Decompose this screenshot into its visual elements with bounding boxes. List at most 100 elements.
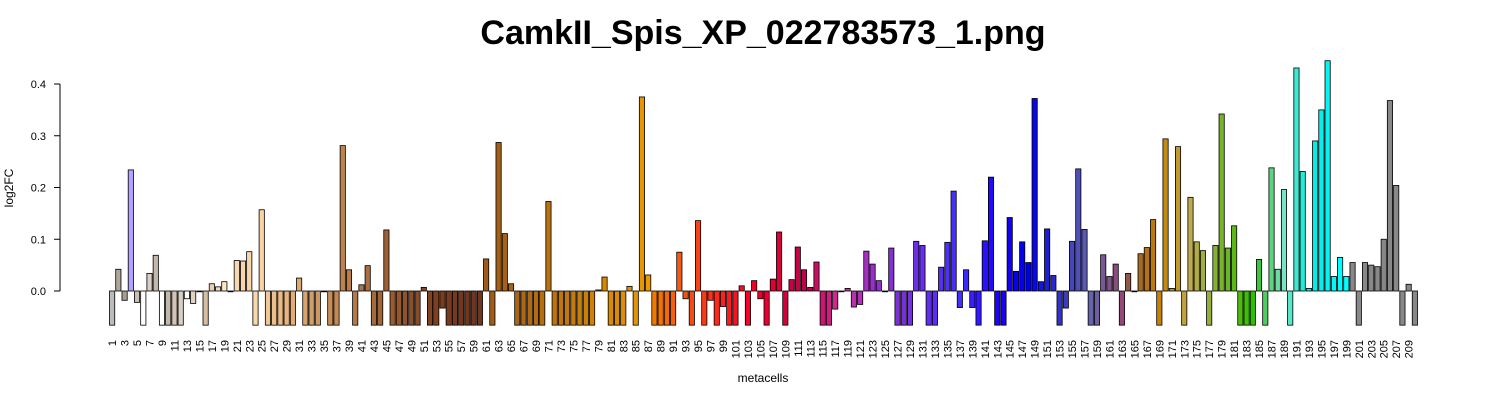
bar-metacell-73 (557, 290, 564, 326)
bar-metacell-53 (433, 290, 440, 326)
bar-metacell-109 (782, 290, 789, 326)
bar-metacell-149 (1031, 98, 1038, 292)
bar-metacell-146 (1012, 270, 1019, 292)
x-tick-label: 5 (132, 340, 144, 346)
bar-metacell-108 (776, 231, 783, 292)
x-tick-label: 23 (244, 340, 256, 352)
x-tick-label: 47 (394, 340, 406, 352)
x-tick-label: 3 (120, 340, 132, 346)
bar-metacell-83 (620, 290, 627, 326)
bar-metacell-122 (863, 250, 870, 292)
x-tick-label: 1 (107, 340, 119, 346)
bar-metacell-207 (1393, 185, 1400, 292)
bar-metacell-128 (900, 290, 907, 326)
bar-metacell-44 (377, 290, 384, 326)
x-tick-label: 109 (780, 340, 792, 358)
bar-metacell-84 (626, 285, 633, 292)
bar-metacell-147 (1019, 241, 1026, 292)
bar-metacell-29 (283, 290, 290, 326)
x-tick-label: 209 (1404, 340, 1416, 358)
bar-metacell-85 (632, 290, 639, 326)
bar-metacell-129 (906, 290, 914, 326)
x-tick-label: 77 (581, 340, 593, 352)
bar-metacell-33 (308, 290, 315, 326)
bar-metacell-159 (1093, 290, 1101, 326)
bar-metacell-36 (327, 290, 334, 326)
bar-metacell-190 (1287, 290, 1294, 326)
bar-metacell-197 (1330, 276, 1337, 292)
bar-metacell-186 (1262, 290, 1269, 326)
bar-metacell-118 (838, 290, 845, 293)
bar-metacell-184 (1249, 290, 1256, 326)
y-tick-label: 0.4 (31, 79, 46, 91)
bar-metacell-78 (589, 290, 596, 326)
bar-metacell-177 (1206, 290, 1213, 326)
bar-metacell-160 (1100, 254, 1107, 292)
bar-metacell-86 (638, 96, 645, 292)
x-tick-label: 89 (656, 340, 668, 352)
bar-metacell-125 (882, 290, 889, 293)
bar-metacell-18 (215, 286, 222, 292)
bar-metacell-180 (1224, 247, 1231, 292)
bar-metacell-93 (682, 290, 689, 300)
bar-metacell-104 (751, 280, 758, 292)
y-axis: 0.0 0.1 0.2 0.3 0.4 (31, 79, 61, 298)
bar-metacell-209 (1405, 283, 1412, 292)
x-tick-label: 185 (1254, 340, 1266, 358)
x-tick-label: 165 (1129, 340, 1141, 358)
bar-metacell-105 (757, 290, 764, 300)
bar-metacell-89 (657, 290, 664, 326)
x-tick-label: 167 (1142, 340, 1154, 358)
bar-metacell-17 (208, 283, 215, 292)
x-tick-label: 103 (743, 340, 755, 358)
bar-metacell-173 (1181, 290, 1188, 326)
bar-metacell-181 (1231, 225, 1238, 292)
bar-metacell-54 (439, 290, 446, 309)
bar-metacell-169 (1156, 290, 1163, 326)
x-tick-label: 53 (431, 340, 443, 352)
bar-metacell-185 (1256, 259, 1263, 292)
bar-metacell-196 (1324, 60, 1331, 292)
x-tick-label: 75 (568, 340, 580, 352)
bar-metacell-111 (794, 246, 801, 292)
x-tick-label: 143 (992, 340, 1004, 358)
x-tick-label: 97 (706, 340, 718, 352)
bar-metacell-200 (1349, 262, 1356, 292)
bar-metacell-75 (570, 290, 577, 326)
bar-metacell-20 (227, 290, 234, 293)
x-tick-label: 91 (668, 340, 680, 352)
bar-metacell-39 (345, 269, 353, 292)
bar-metacell-14 (190, 290, 197, 304)
x-tick-label: 121 (855, 340, 867, 358)
x-tick-label: 145 (1005, 340, 1017, 358)
x-tick-label: 187 (1267, 340, 1279, 358)
bar-metacell-24 (252, 290, 259, 326)
bar-metacell-66 (514, 290, 521, 326)
bar-metacell-164 (1125, 272, 1132, 292)
x-tick-label: 61 (481, 340, 493, 352)
x-tick-label: 87 (643, 340, 655, 352)
bar-metacell-7 (146, 272, 153, 292)
y-tick-label: 0.2 (31, 183, 46, 195)
y-tick-label: 0.3 (31, 131, 46, 143)
bar-metacell-204 (1374, 266, 1381, 292)
bar-metacell-133 (931, 290, 938, 326)
x-tick-label: 205 (1379, 340, 1391, 358)
x-tick-label: 57 (456, 340, 468, 352)
bar-metacell-120 (850, 290, 857, 308)
bar-metacell-70 (539, 290, 546, 326)
bar-metacell-27 (271, 290, 278, 326)
bar-metacell-62 (489, 290, 496, 326)
bar-metacell-144 (1000, 290, 1007, 326)
x-tick-label: 43 (369, 340, 381, 352)
bar-metacell-193 (1305, 288, 1312, 292)
x-tick-label: 147 (1017, 340, 1029, 358)
x-tick-label: 173 (1179, 340, 1191, 358)
bar-metacell-45 (383, 229, 390, 292)
bar-metacell-63 (495, 142, 502, 292)
bar-metacell-123 (869, 263, 876, 292)
x-tick-label: 59 (469, 340, 481, 352)
x-tick-label: 93 (681, 340, 693, 352)
bar-metacell-178 (1212, 245, 1219, 292)
x-tick-label: 127 (893, 340, 905, 358)
